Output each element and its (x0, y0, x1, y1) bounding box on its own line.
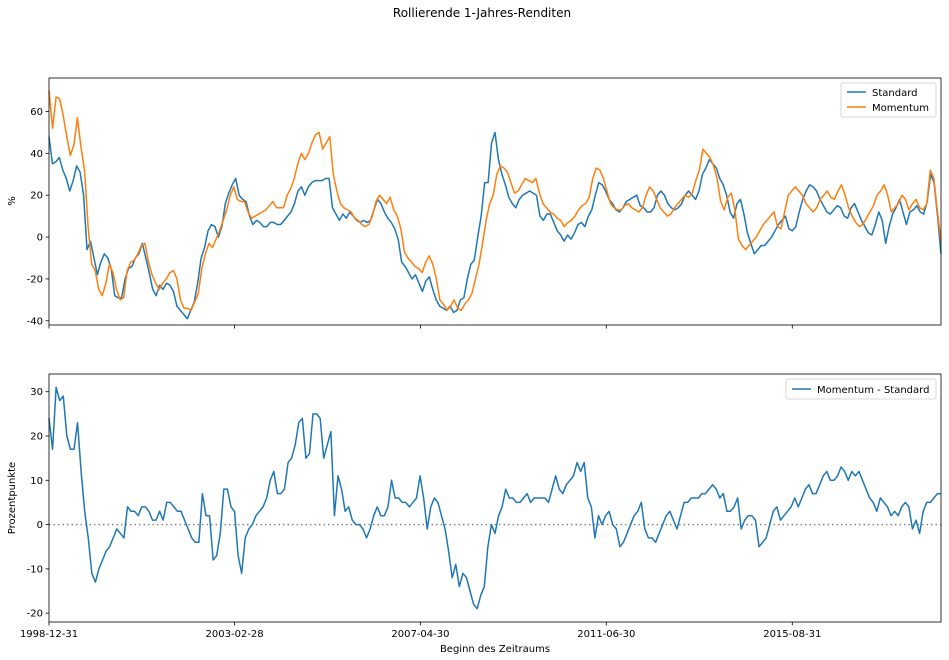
legend-label-difference: Momentum - Standard (817, 385, 929, 396)
returns-y-tick-label: 20 (30, 191, 43, 202)
x-tick-label: 2003-02-28 (206, 629, 264, 640)
x-tick-label: 2015-08-31 (763, 629, 821, 640)
figure-title: Rollierende 1-Jahres-Renditen (393, 6, 571, 20)
returns-series-line-momentum (48, 90, 942, 312)
difference-y-tick-label: 20 (30, 432, 43, 443)
returns-plot-frame (48, 77, 942, 326)
returns-y-tick-label: 40 (30, 149, 43, 160)
difference-y-axis: -20 -10 0 10 20 30 (27, 387, 49, 620)
difference-y-tick-label: 30 (30, 387, 43, 398)
x-tick-label: 2007-04-30 (391, 629, 449, 640)
x-tick-label: 1998-12-31 (20, 629, 78, 640)
difference-y-tick-label: 10 (30, 476, 43, 487)
x-axis-label: Beginn des Zeitraums (440, 644, 550, 655)
difference-y-tick-label: -20 (27, 609, 43, 620)
difference-y-tick-label: -10 (27, 564, 43, 575)
returns-legend: Standard Momentum (840, 82, 937, 118)
difference-series-line-momentum-standard (48, 386, 941, 610)
returns-y-tick-label: -40 (27, 316, 43, 327)
x-tick-label: 2011-06-30 (577, 629, 635, 640)
returns-panel: -40 -20 0 20 40 60 % Standard Momentum (7, 77, 942, 329)
returns-y-axis-label: % (7, 196, 18, 206)
returns-y-axis: -40 -20 0 20 40 60 (27, 107, 49, 327)
returns-series-line-standard (48, 131, 942, 320)
difference-plot-frame (48, 373, 942, 623)
difference-x-axis: 1998-12-31 2003-02-28 2007-04-30 2011-06-30… (20, 622, 821, 640)
legend-label-momentum: Momentum (872, 103, 929, 114)
returns-y-tick-label: 60 (30, 107, 43, 118)
returns-x-axis (48, 325, 793, 329)
returns-y-tick-label: -20 (27, 274, 43, 285)
difference-legend: Momentum - Standard (785, 378, 937, 400)
difference-y-axis-label: Prozentpunkte (7, 462, 18, 534)
difference-panel: -20 -10 0 10 20 30 1998-12-31 2003-02-28 2007-0… (7, 373, 942, 640)
legend-label-standard: Standard (872, 88, 918, 99)
difference-lines (48, 386, 941, 610)
difference-y-tick-label: 0 (37, 520, 43, 531)
returns-y-tick-label: 0 (37, 233, 43, 244)
returns-lines (48, 90, 942, 320)
difference-legend-box (785, 378, 937, 400)
